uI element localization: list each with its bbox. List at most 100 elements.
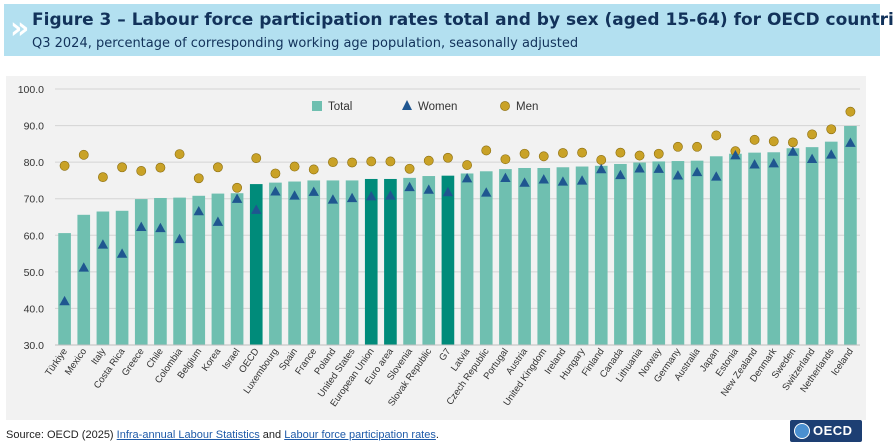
marker-men[interactable] bbox=[500, 154, 511, 165]
marker-women[interactable] bbox=[845, 137, 856, 147]
source-link-infra-annual[interactable]: Infra-annual Labour Statistics bbox=[116, 429, 260, 441]
marker-women[interactable] bbox=[615, 169, 626, 180]
marker-men[interactable] bbox=[673, 141, 683, 152]
marker-men[interactable] bbox=[558, 148, 568, 158]
marker-men[interactable] bbox=[615, 147, 626, 158]
marker-women[interactable] bbox=[691, 166, 703, 177]
marker-men[interactable] bbox=[59, 160, 70, 171]
bar-total[interactable] bbox=[384, 178, 397, 345]
bar-total[interactable] bbox=[115, 210, 129, 345]
bar-total[interactable] bbox=[479, 171, 493, 345]
marker-men[interactable] bbox=[768, 136, 779, 147]
marker-men[interactable] bbox=[807, 129, 817, 140]
bar-total[interactable] bbox=[729, 153, 742, 345]
marker-women[interactable] bbox=[481, 187, 492, 197]
marker-women[interactable] bbox=[576, 175, 588, 185]
marker-women[interactable] bbox=[289, 190, 300, 200]
bar-total[interactable] bbox=[249, 184, 263, 345]
marker-men[interactable] bbox=[289, 161, 300, 172]
marker-men[interactable] bbox=[174, 149, 185, 159]
marker-women[interactable] bbox=[385, 190, 396, 200]
marker-women[interactable] bbox=[749, 159, 760, 169]
marker-men[interactable] bbox=[481, 145, 492, 156]
marker-men[interactable] bbox=[385, 156, 396, 167]
marker-women[interactable] bbox=[730, 149, 741, 160]
marker-men[interactable] bbox=[749, 134, 760, 145]
marker-men[interactable] bbox=[462, 160, 472, 170]
marker-women[interactable] bbox=[557, 176, 569, 186]
bar-total[interactable] bbox=[499, 169, 512, 345]
bar-total[interactable] bbox=[786, 148, 800, 345]
marker-women[interactable] bbox=[327, 194, 339, 204]
marker-men[interactable] bbox=[404, 163, 415, 174]
bar-total[interactable] bbox=[345, 180, 359, 345]
bar-total[interactable] bbox=[671, 161, 685, 345]
marker-women[interactable] bbox=[231, 193, 243, 203]
marker-men[interactable] bbox=[711, 130, 722, 141]
marker-women[interactable] bbox=[366, 190, 377, 201]
marker-men[interactable] bbox=[213, 162, 223, 173]
bar-total[interactable] bbox=[77, 214, 91, 345]
bar-total[interactable] bbox=[326, 180, 340, 345]
bar-total[interactable] bbox=[575, 166, 589, 345]
marker-women[interactable] bbox=[116, 248, 128, 258]
marker-men[interactable] bbox=[155, 162, 166, 173]
marker-men[interactable] bbox=[634, 150, 645, 161]
marker-women[interactable] bbox=[404, 181, 415, 192]
bar-total[interactable] bbox=[96, 211, 110, 345]
marker-men[interactable] bbox=[136, 166, 147, 176]
marker-women[interactable] bbox=[806, 153, 818, 164]
bar-total[interactable] bbox=[58, 233, 71, 345]
bar-total[interactable] bbox=[173, 197, 186, 345]
bar-total[interactable] bbox=[748, 152, 761, 345]
marker-men[interactable] bbox=[98, 172, 108, 183]
marker-men[interactable] bbox=[366, 156, 377, 167]
bar-total[interactable] bbox=[844, 125, 857, 346]
marker-men[interactable] bbox=[193, 173, 204, 184]
bar-total[interactable] bbox=[824, 141, 838, 345]
marker-men[interactable] bbox=[577, 147, 587, 158]
marker-women[interactable] bbox=[826, 149, 837, 159]
marker-women[interactable] bbox=[461, 173, 473, 183]
bar-total[interactable] bbox=[441, 175, 455, 345]
bar-total[interactable] bbox=[556, 167, 570, 345]
marker-men[interactable] bbox=[251, 153, 262, 164]
marker-men[interactable] bbox=[423, 155, 434, 166]
marker-men[interactable] bbox=[117, 162, 127, 173]
bar-total[interactable] bbox=[690, 160, 704, 345]
marker-women[interactable] bbox=[193, 205, 204, 216]
marker-women[interactable] bbox=[251, 204, 262, 214]
bar-total[interactable] bbox=[460, 173, 474, 345]
marker-women[interactable] bbox=[672, 170, 684, 180]
marker-men[interactable] bbox=[78, 149, 89, 160]
marker-women[interactable] bbox=[78, 262, 89, 272]
marker-men[interactable] bbox=[788, 137, 798, 148]
marker-women[interactable] bbox=[212, 216, 224, 226]
bar-total[interactable] bbox=[230, 193, 244, 345]
bar-total[interactable] bbox=[192, 195, 206, 345]
marker-women[interactable] bbox=[97, 239, 109, 249]
marker-men[interactable] bbox=[653, 148, 664, 159]
bar-total[interactable] bbox=[211, 193, 225, 345]
marker-women[interactable] bbox=[174, 233, 185, 244]
bar-total[interactable] bbox=[307, 180, 321, 345]
bar-total[interactable] bbox=[594, 165, 608, 345]
marker-men[interactable] bbox=[826, 124, 837, 135]
marker-women[interactable] bbox=[596, 163, 607, 174]
bar-total[interactable] bbox=[767, 152, 781, 345]
marker-men[interactable] bbox=[692, 141, 702, 152]
marker-men[interactable] bbox=[443, 152, 453, 163]
marker-women[interactable] bbox=[346, 192, 358, 203]
marker-men[interactable] bbox=[347, 157, 357, 168]
marker-women[interactable] bbox=[538, 174, 549, 184]
bar-total[interactable] bbox=[364, 178, 378, 345]
marker-men[interactable] bbox=[328, 157, 338, 168]
marker-men[interactable] bbox=[519, 148, 530, 159]
marker-women[interactable] bbox=[270, 186, 281, 196]
marker-men[interactable] bbox=[596, 155, 607, 165]
marker-women[interactable] bbox=[155, 222, 166, 233]
bar-total[interactable] bbox=[269, 182, 282, 345]
bar-total[interactable] bbox=[805, 147, 819, 345]
marker-women[interactable] bbox=[442, 186, 454, 197]
marker-women[interactable] bbox=[768, 158, 779, 168]
